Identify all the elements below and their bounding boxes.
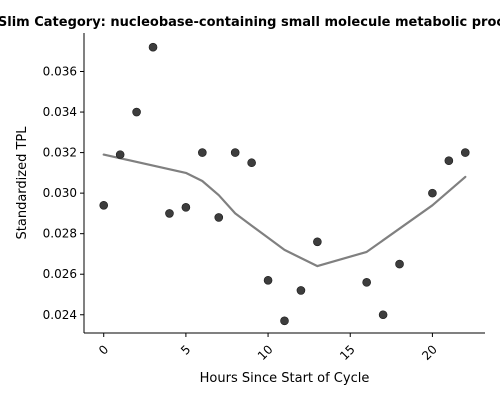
data-point bbox=[378, 310, 388, 320]
data-point bbox=[165, 209, 174, 218]
data-point bbox=[263, 275, 273, 285]
data-point bbox=[214, 213, 224, 222]
data-point bbox=[99, 200, 109, 210]
y-tick-label: 0.026 bbox=[43, 267, 77, 281]
data-point bbox=[148, 42, 158, 52]
data-point bbox=[181, 203, 191, 212]
y-tick-label: 0.032 bbox=[43, 146, 77, 160]
y-tick-label: 0.024 bbox=[43, 308, 77, 322]
y-axis-ticks: 0.024 0.026 0.028 0.030 0.032 0.034 0.036 bbox=[43, 65, 84, 322]
x-tick-label: 5 bbox=[178, 342, 193, 357]
plot-area bbox=[99, 42, 470, 326]
data-point bbox=[280, 316, 289, 326]
y-tick-label: 0.028 bbox=[43, 227, 77, 241]
data-point bbox=[428, 188, 437, 198]
x-tick-label: 15 bbox=[337, 342, 358, 363]
trend-line bbox=[102, 153, 467, 268]
x-tick-label: 20 bbox=[419, 342, 440, 363]
data-point bbox=[444, 156, 454, 166]
y-tick-label: 0.030 bbox=[43, 186, 77, 200]
x-tick-label: 0 bbox=[96, 342, 111, 357]
y-tick-label: 0.034 bbox=[43, 105, 77, 119]
x-axis-ticks: 0 5 10 15 20 bbox=[96, 333, 440, 363]
data-point bbox=[313, 237, 322, 247]
y-axis-label: Standardized TPL bbox=[15, 126, 30, 240]
y-tick-label: 0.036 bbox=[43, 65, 77, 79]
data-point bbox=[132, 107, 141, 117]
data-point bbox=[115, 150, 125, 159]
data-point bbox=[247, 158, 256, 168]
data-point bbox=[198, 148, 207, 157]
data-point bbox=[395, 259, 404, 269]
chart-title: GO Slim Category: nucleobase-containing … bbox=[0, 15, 500, 30]
x-axis-label: Hours Since Start of Cycle bbox=[200, 371, 370, 386]
data-point bbox=[230, 148, 240, 157]
data-point bbox=[362, 278, 371, 287]
data-point bbox=[296, 286, 306, 295]
x-tick-label: 10 bbox=[255, 342, 276, 363]
data-point bbox=[460, 148, 470, 157]
